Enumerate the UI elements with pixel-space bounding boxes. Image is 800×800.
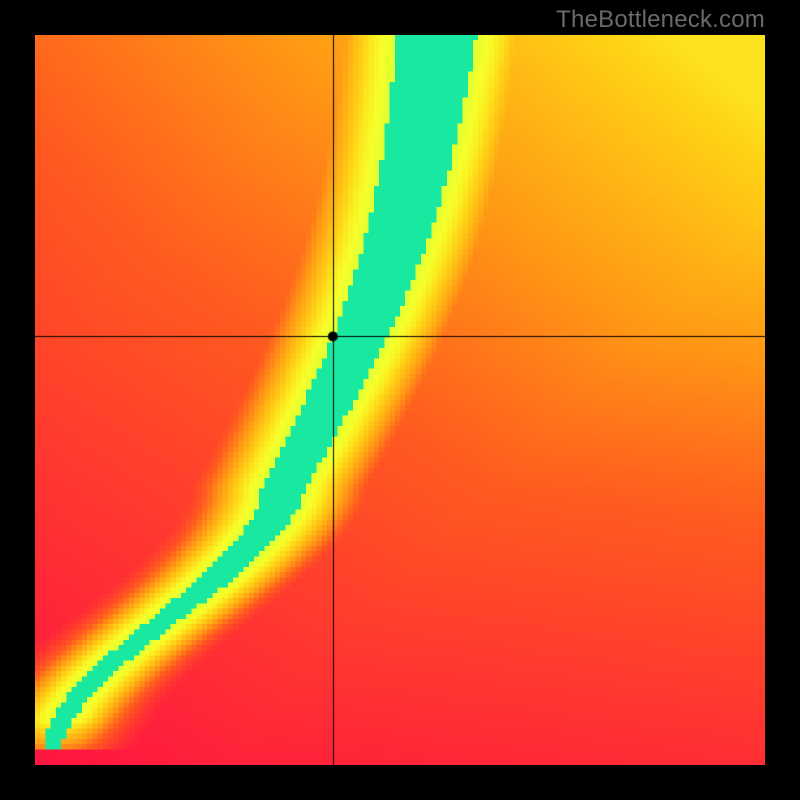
crosshair-overlay	[35, 35, 765, 765]
watermark-text: TheBottleneck.com	[556, 6, 765, 34]
chart-container: TheBottleneck.com	[0, 0, 800, 800]
